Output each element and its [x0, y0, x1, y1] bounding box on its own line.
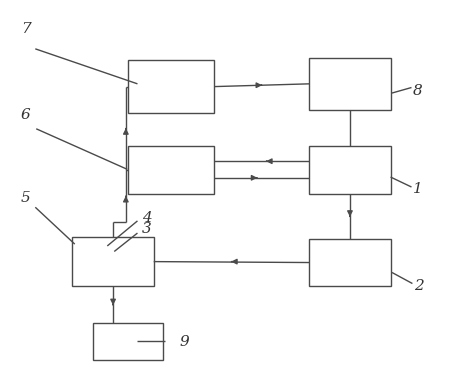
Text: 3: 3 [142, 223, 152, 236]
Bar [309, 58, 391, 110]
Bar [309, 239, 391, 286]
Bar [128, 60, 214, 113]
Text: 4: 4 [142, 211, 152, 225]
Bar [128, 147, 214, 194]
Text: 5: 5 [21, 191, 31, 205]
Text: 7: 7 [21, 22, 31, 36]
Bar [94, 324, 163, 360]
Text: 6: 6 [20, 108, 30, 122]
Text: 9: 9 [179, 335, 189, 349]
Bar [72, 237, 154, 286]
Text: 8: 8 [413, 84, 423, 98]
Text: 1: 1 [413, 182, 423, 196]
Bar [309, 147, 391, 194]
Text: 2: 2 [414, 279, 423, 294]
